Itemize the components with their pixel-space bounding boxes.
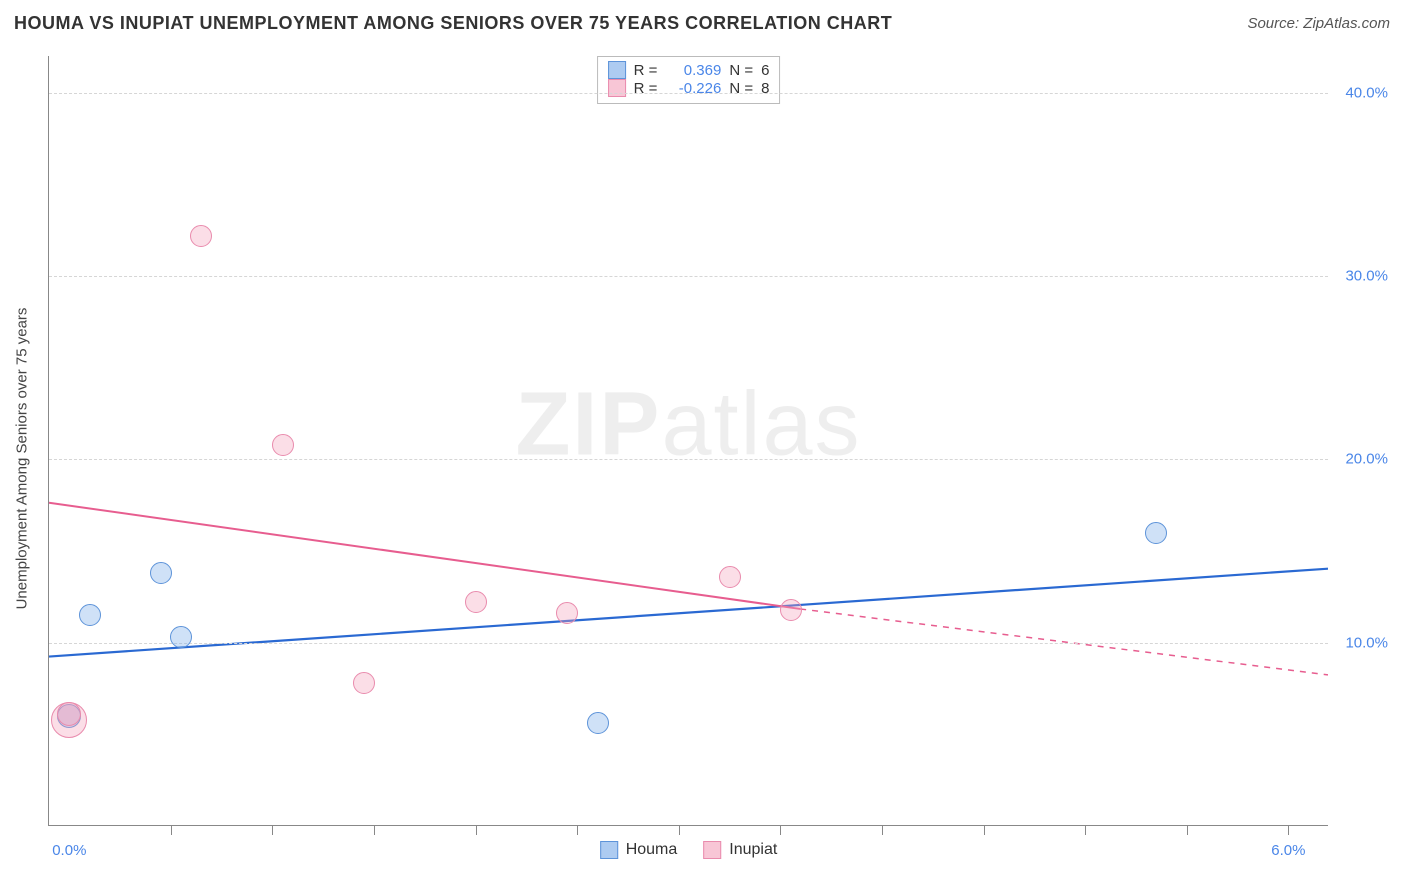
source-credit: Source: ZipAtlas.com bbox=[1247, 15, 1390, 32]
x-tick bbox=[1288, 825, 1289, 835]
title-bar: HOUMA VS INUPIAT UNEMPLOYMENT AMONG SENI… bbox=[0, 0, 1406, 46]
legend: Houma Inupiat bbox=[600, 841, 778, 859]
x-tick bbox=[1187, 825, 1188, 835]
scatter-point-houma bbox=[79, 604, 101, 626]
legend-item-houma: Houma bbox=[600, 841, 678, 859]
x-tick bbox=[1085, 825, 1086, 835]
scatter-point-houma bbox=[170, 626, 192, 648]
gridline bbox=[49, 643, 1328, 644]
n-label: N = bbox=[729, 62, 753, 79]
scatter-point-houma bbox=[1145, 522, 1167, 544]
trend-lines bbox=[49, 56, 1328, 825]
legend-swatch-inupiat bbox=[703, 841, 721, 859]
stats-box: R = 0.369 N = 6 R = -0.226 N = 8 bbox=[597, 56, 781, 104]
x-tick bbox=[272, 825, 273, 835]
x-tick bbox=[984, 825, 985, 835]
legend-label-houma: Houma bbox=[626, 841, 678, 859]
scatter-point-houma bbox=[587, 712, 609, 734]
x-tick bbox=[679, 825, 680, 835]
r-value-houma: 0.369 bbox=[665, 62, 721, 79]
x-tick bbox=[577, 825, 578, 835]
gridline bbox=[49, 276, 1328, 277]
scatter-point-inupiat bbox=[556, 602, 578, 624]
chart-container: HOUMA VS INUPIAT UNEMPLOYMENT AMONG SENI… bbox=[0, 0, 1406, 892]
gridline bbox=[49, 459, 1328, 460]
x-tick bbox=[374, 825, 375, 835]
legend-item-inupiat: Inupiat bbox=[703, 841, 777, 859]
plot-area: ZIPatlas R = 0.369 N = 6 R = -0.226 N = … bbox=[48, 56, 1328, 826]
scatter-point-inupiat bbox=[190, 225, 212, 247]
scatter-point-inupiat bbox=[57, 702, 81, 726]
n-label: N = bbox=[729, 80, 753, 97]
scatter-point-inupiat bbox=[353, 672, 375, 694]
chart-title: HOUMA VS INUPIAT UNEMPLOYMENT AMONG SENI… bbox=[14, 13, 892, 34]
scatter-point-inupiat bbox=[272, 434, 294, 456]
scatter-point-inupiat bbox=[719, 566, 741, 588]
trend-line bbox=[49, 503, 800, 609]
r-value-inupiat: -0.226 bbox=[665, 80, 721, 97]
scatter-point-inupiat bbox=[780, 599, 802, 621]
x-tick-label: 6.0% bbox=[1271, 842, 1305, 859]
x-tick bbox=[476, 825, 477, 835]
stats-swatch-houma bbox=[608, 61, 626, 79]
y-tick-label: 20.0% bbox=[1332, 451, 1388, 468]
legend-label-inupiat: Inupiat bbox=[729, 841, 777, 859]
watermark: ZIPatlas bbox=[515, 374, 861, 477]
y-axis-label: Unemployment Among Seniors over 75 years bbox=[14, 308, 31, 610]
n-value-inupiat: 8 bbox=[761, 80, 769, 97]
y-tick-label: 40.0% bbox=[1332, 84, 1388, 101]
y-tick-label: 10.0% bbox=[1332, 634, 1388, 651]
legend-swatch-houma bbox=[600, 841, 618, 859]
n-value-houma: 6 bbox=[761, 62, 769, 79]
r-label: R = bbox=[634, 80, 658, 97]
stats-row-houma: R = 0.369 N = 6 bbox=[608, 61, 770, 79]
gridline bbox=[49, 93, 1328, 94]
x-tick-label: 0.0% bbox=[52, 842, 86, 859]
scatter-point-houma bbox=[150, 562, 172, 584]
r-label: R = bbox=[634, 62, 658, 79]
x-tick bbox=[882, 825, 883, 835]
stats-swatch-inupiat bbox=[608, 79, 626, 97]
y-tick-label: 30.0% bbox=[1332, 268, 1388, 285]
x-tick bbox=[171, 825, 172, 835]
x-tick bbox=[780, 825, 781, 835]
stats-row-inupiat: R = -0.226 N = 8 bbox=[608, 79, 770, 97]
scatter-point-inupiat bbox=[465, 591, 487, 613]
